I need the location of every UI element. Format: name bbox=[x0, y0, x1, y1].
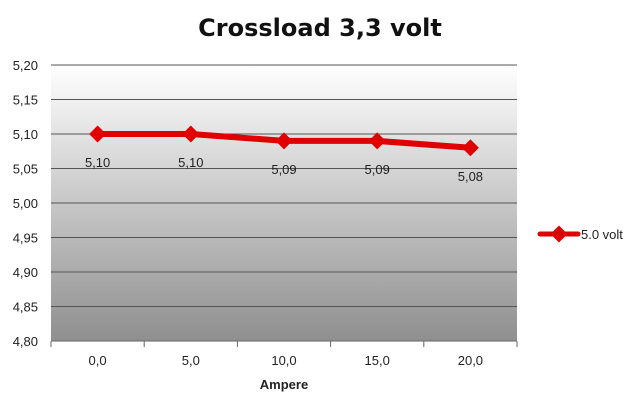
y-tick-label: 5,05 bbox=[13, 162, 38, 177]
data-point-marker bbox=[368, 132, 386, 150]
data-label: 5,09 bbox=[271, 162, 296, 177]
data-labels: 5,10 5,10 5,09 5,09 5,08 bbox=[85, 155, 483, 184]
data-label: 5,10 bbox=[178, 155, 203, 170]
x-axis-title: Ampere bbox=[260, 377, 308, 392]
y-tick-label: 5,15 bbox=[13, 93, 38, 108]
x-tick-label: 20,0 bbox=[458, 353, 483, 368]
data-point-marker bbox=[461, 139, 479, 157]
data-point-marker bbox=[275, 132, 293, 150]
data-label: 5,09 bbox=[365, 162, 390, 177]
y-tick-label: 5,10 bbox=[13, 127, 38, 142]
y-axis-ticks: 4,80 4,85 4,90 4,95 5,00 5,05 5,10 5,15 5,20 bbox=[13, 58, 38, 349]
x-tick-label: 15,0 bbox=[365, 353, 390, 368]
data-label: 5,10 bbox=[85, 155, 110, 170]
x-axis-ticks: 0,0 5,0 10,0 15,0 20,0 bbox=[50, 341, 518, 368]
series-group bbox=[89, 125, 479, 157]
x-tick-label: 10,0 bbox=[271, 353, 296, 368]
legend-series-marker bbox=[550, 225, 568, 243]
x-tick-label: 0,0 bbox=[89, 353, 107, 368]
legend: 5.0 volt bbox=[537, 225, 623, 243]
y-tick-label: 4,90 bbox=[13, 265, 38, 280]
y-tick-label: 4,95 bbox=[13, 231, 38, 246]
x-tick-label: 5,0 bbox=[182, 353, 200, 368]
y-tick-label: 5,00 bbox=[13, 196, 38, 211]
y-tick-label: 5,20 bbox=[13, 58, 38, 73]
y-tick-label: 4,80 bbox=[13, 334, 38, 349]
y-tick-label: 4,85 bbox=[13, 300, 38, 315]
data-label: 5,08 bbox=[458, 169, 483, 184]
chart-title: Crossload 3,3 volt bbox=[198, 14, 442, 42]
data-point-marker bbox=[89, 125, 107, 143]
legend-series-label: 5.0 volt bbox=[581, 227, 623, 242]
